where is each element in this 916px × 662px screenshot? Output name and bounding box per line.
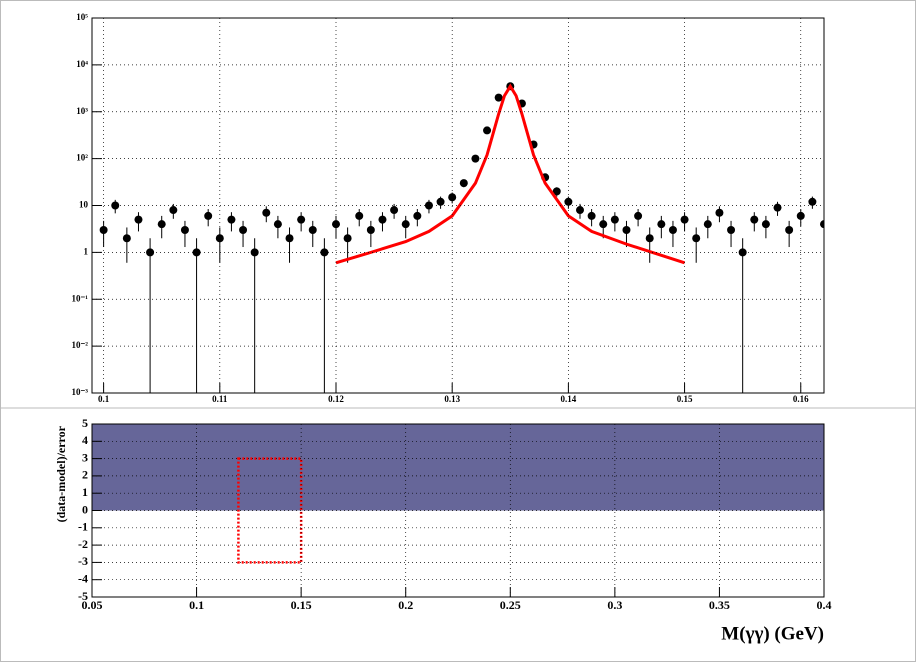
data-point [285, 234, 294, 243]
data-point [250, 248, 259, 257]
x-tick-label: 0.11 [212, 394, 228, 404]
data-point [262, 208, 271, 217]
y-tick-label: -1 [78, 520, 88, 534]
data-point [703, 220, 712, 229]
data-point [680, 215, 689, 224]
data-point [738, 248, 747, 257]
y-axis-title: (data-model)/error [54, 425, 68, 522]
plot-frame [91, 17, 825, 394]
data-point [134, 215, 143, 224]
data-point [808, 197, 817, 206]
y-tick-label: 0 [82, 502, 88, 516]
x-tick-label: 0.1 [189, 598, 204, 612]
x-tick-label: 0.13 [444, 394, 460, 404]
data-point [227, 215, 236, 224]
x-tick-label: 0.05 [82, 598, 103, 612]
y-tick-label: -2 [78, 537, 88, 551]
data-point [727, 226, 736, 235]
data-point [401, 220, 410, 229]
data-point [239, 226, 248, 235]
data-point [622, 226, 631, 235]
data-point [146, 248, 155, 257]
data-point [483, 126, 492, 135]
x-tick-label: 0.1 [98, 394, 110, 404]
data-point [459, 179, 468, 188]
y-tick-label: 1 [82, 485, 88, 499]
data-point [657, 220, 666, 229]
data-point [715, 208, 724, 217]
data-point [436, 197, 445, 206]
fit-curve [335, 83, 686, 265]
data-point [413, 211, 422, 220]
data-point [297, 215, 306, 224]
data-point [448, 193, 457, 202]
data-point [796, 211, 805, 220]
data-point [552, 187, 561, 196]
y-tick-label: 2 [82, 468, 88, 482]
data-point [355, 211, 364, 220]
x-tick-label: 0.35 [709, 598, 730, 612]
data-point [378, 215, 387, 224]
data-point [634, 211, 643, 220]
plot-area [99, 82, 824, 393]
data-point [785, 226, 794, 235]
data-point [180, 226, 189, 235]
highlight-box [237, 457, 303, 564]
data-point [204, 211, 213, 220]
data-point [111, 201, 120, 210]
y-tick-label: 10⁻² [72, 340, 89, 350]
x-tick-label: 0.12 [328, 394, 344, 404]
data-point [332, 220, 340, 229]
data-point [366, 226, 375, 235]
x-tick-label: 0.3 [607, 598, 622, 612]
data-point [169, 206, 178, 215]
data-point [157, 220, 166, 229]
data-point [122, 234, 131, 243]
x-tick-label: 0.15 [677, 394, 693, 404]
y-tick-label: 10⁴ [76, 59, 88, 69]
x-axis-title: M(γγ) (GeV) [721, 623, 824, 644]
x-tick-label: 0.14 [561, 394, 577, 404]
data-point [692, 234, 701, 243]
data-point [564, 197, 573, 206]
data-point [610, 215, 619, 224]
y-tick-label: -5 [78, 589, 88, 603]
data-point [308, 226, 317, 235]
y-tick-label: 1 [84, 246, 89, 256]
residual-area [92, 424, 824, 511]
y-tick-label: 10⁻¹ [72, 293, 89, 303]
data-point [587, 211, 596, 220]
data-point [668, 226, 677, 235]
data-point [343, 234, 352, 243]
data-point [599, 220, 608, 229]
data-point [645, 234, 654, 243]
y-tick-label: 4 [82, 433, 88, 447]
data-point [820, 220, 824, 229]
y-tick-label: 10 [79, 200, 89, 210]
x-tick-label: 0.4 [817, 598, 832, 612]
y-tick-label: 10² [76, 153, 88, 163]
y-tick-label: 3 [82, 450, 88, 464]
data-point [750, 215, 759, 224]
x-tick-label: 0.16 [793, 394, 809, 404]
x-tick-label: 0.15 [291, 598, 312, 612]
y-tick-label: -3 [78, 554, 88, 568]
y-tick-label: 10⁻³ [72, 387, 89, 397]
y-tick-label: 10³ [76, 106, 88, 116]
plot-frame [91, 423, 825, 598]
x-tick-label: 0.25 [500, 598, 521, 612]
data-point [471, 154, 480, 163]
data-point [273, 220, 282, 229]
y-tick-label: 5 [82, 416, 88, 430]
data-point [576, 206, 584, 215]
y-tick-label: -4 [78, 571, 88, 585]
data-point [390, 206, 399, 215]
data-point [494, 93, 503, 102]
data-point [761, 220, 770, 229]
data-point [773, 203, 782, 212]
y-tick-label: 10⁵ [76, 12, 88, 22]
x-tick-label: 0.2 [398, 598, 413, 612]
plot-area [92, 424, 824, 564]
